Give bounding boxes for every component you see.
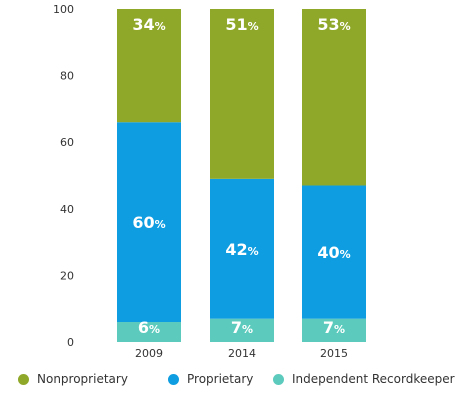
bar-segment-proprietary-2009 [117, 122, 181, 323]
bar-segment-independent-recordkeeper-2015 [302, 318, 366, 342]
stacked-bar-chart: 0 20 40 60 80 100 6% 60% 34% 7% 42% 51% 7% 40% 53% 20… [53, 3, 366, 360]
data-label-proprietary-2014: 42% [225, 240, 258, 259]
data-label-nonproprietary-2014: 51% [225, 15, 258, 34]
y-tick-label: 20 [60, 269, 74, 282]
bar-labels: 6% 60% 34% 7% 42% 51% 7% 40% 53% [132, 15, 350, 337]
legend: Nonproprietary Proprietary Independent R… [0, 372, 456, 392]
bar-segment-independent-recordkeeper-2014 [210, 318, 274, 342]
data-label-proprietary-2009: 60% [132, 213, 165, 232]
legend-swatch-proprietary [168, 373, 179, 385]
legend-swatch-independent-recordkeeper [273, 373, 284, 385]
y-axis: 0 20 40 60 80 100 [53, 3, 74, 349]
bar-segment-proprietary-2015 [302, 185, 366, 319]
bar-segment-independent-recordkeeper-2009 [117, 322, 181, 342]
data-label-nonproprietary-2009: 34% [132, 15, 165, 34]
x-axis: 2009 2014 2015 [135, 347, 348, 360]
x-tick-label-2009: 2009 [135, 347, 163, 360]
legend-label-proprietary: Proprietary [187, 372, 254, 386]
y-tick-label: 60 [60, 136, 74, 149]
legend-item-nonproprietary: Nonproprietary [18, 372, 128, 386]
legend-item-independent-recordkeeper: Independent Recordkeeper [273, 372, 455, 386]
y-tick-label: 100 [53, 3, 74, 16]
data-label-independent-recordkeeper-2015: 7% [323, 318, 345, 337]
y-tick-label: 0 [67, 336, 74, 349]
bar-segment-nonproprietary-2014 [210, 9, 274, 179]
legend-label-nonproprietary: Nonproprietary [37, 372, 128, 386]
bar-segment-nonproprietary-2009 [117, 9, 181, 123]
data-label-nonproprietary-2015: 53% [317, 15, 350, 34]
y-tick-label: 40 [60, 203, 74, 216]
y-tick-label: 80 [60, 70, 74, 83]
data-label-independent-recordkeeper-2009: 6% [138, 318, 160, 337]
data-label-independent-recordkeeper-2014: 7% [231, 318, 253, 337]
x-tick-label-2015: 2015 [320, 347, 348, 360]
data-label-proprietary-2015: 40% [317, 243, 350, 262]
legend-item-proprietary: Proprietary [168, 372, 253, 386]
bar-segment-proprietary-2014 [210, 178, 274, 319]
legend-swatch-nonproprietary [18, 373, 29, 385]
legend-label-independent-recordkeeper: Independent Recordkeeper [292, 372, 455, 386]
x-tick-label-2014: 2014 [228, 347, 256, 360]
bar-segment-nonproprietary-2015 [302, 9, 366, 186]
bars [117, 9, 366, 342]
